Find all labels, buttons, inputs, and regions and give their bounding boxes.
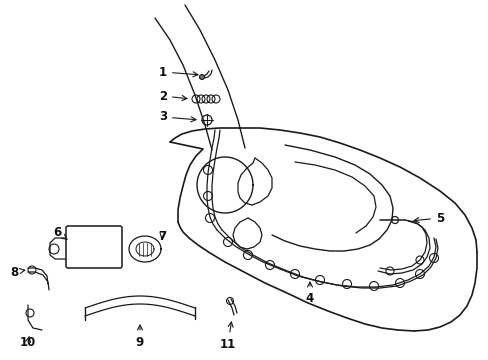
Text: 5: 5 <box>413 211 443 225</box>
Text: 6: 6 <box>53 225 67 239</box>
Text: 9: 9 <box>136 325 144 348</box>
Text: 1: 1 <box>159 66 198 78</box>
Text: 4: 4 <box>305 282 313 305</box>
Text: 3: 3 <box>159 111 196 123</box>
Text: 2: 2 <box>159 90 186 103</box>
Text: 11: 11 <box>220 322 236 351</box>
Text: 8: 8 <box>10 266 25 279</box>
Text: 7: 7 <box>158 230 166 243</box>
FancyBboxPatch shape <box>66 226 122 268</box>
Text: 10: 10 <box>20 336 36 348</box>
